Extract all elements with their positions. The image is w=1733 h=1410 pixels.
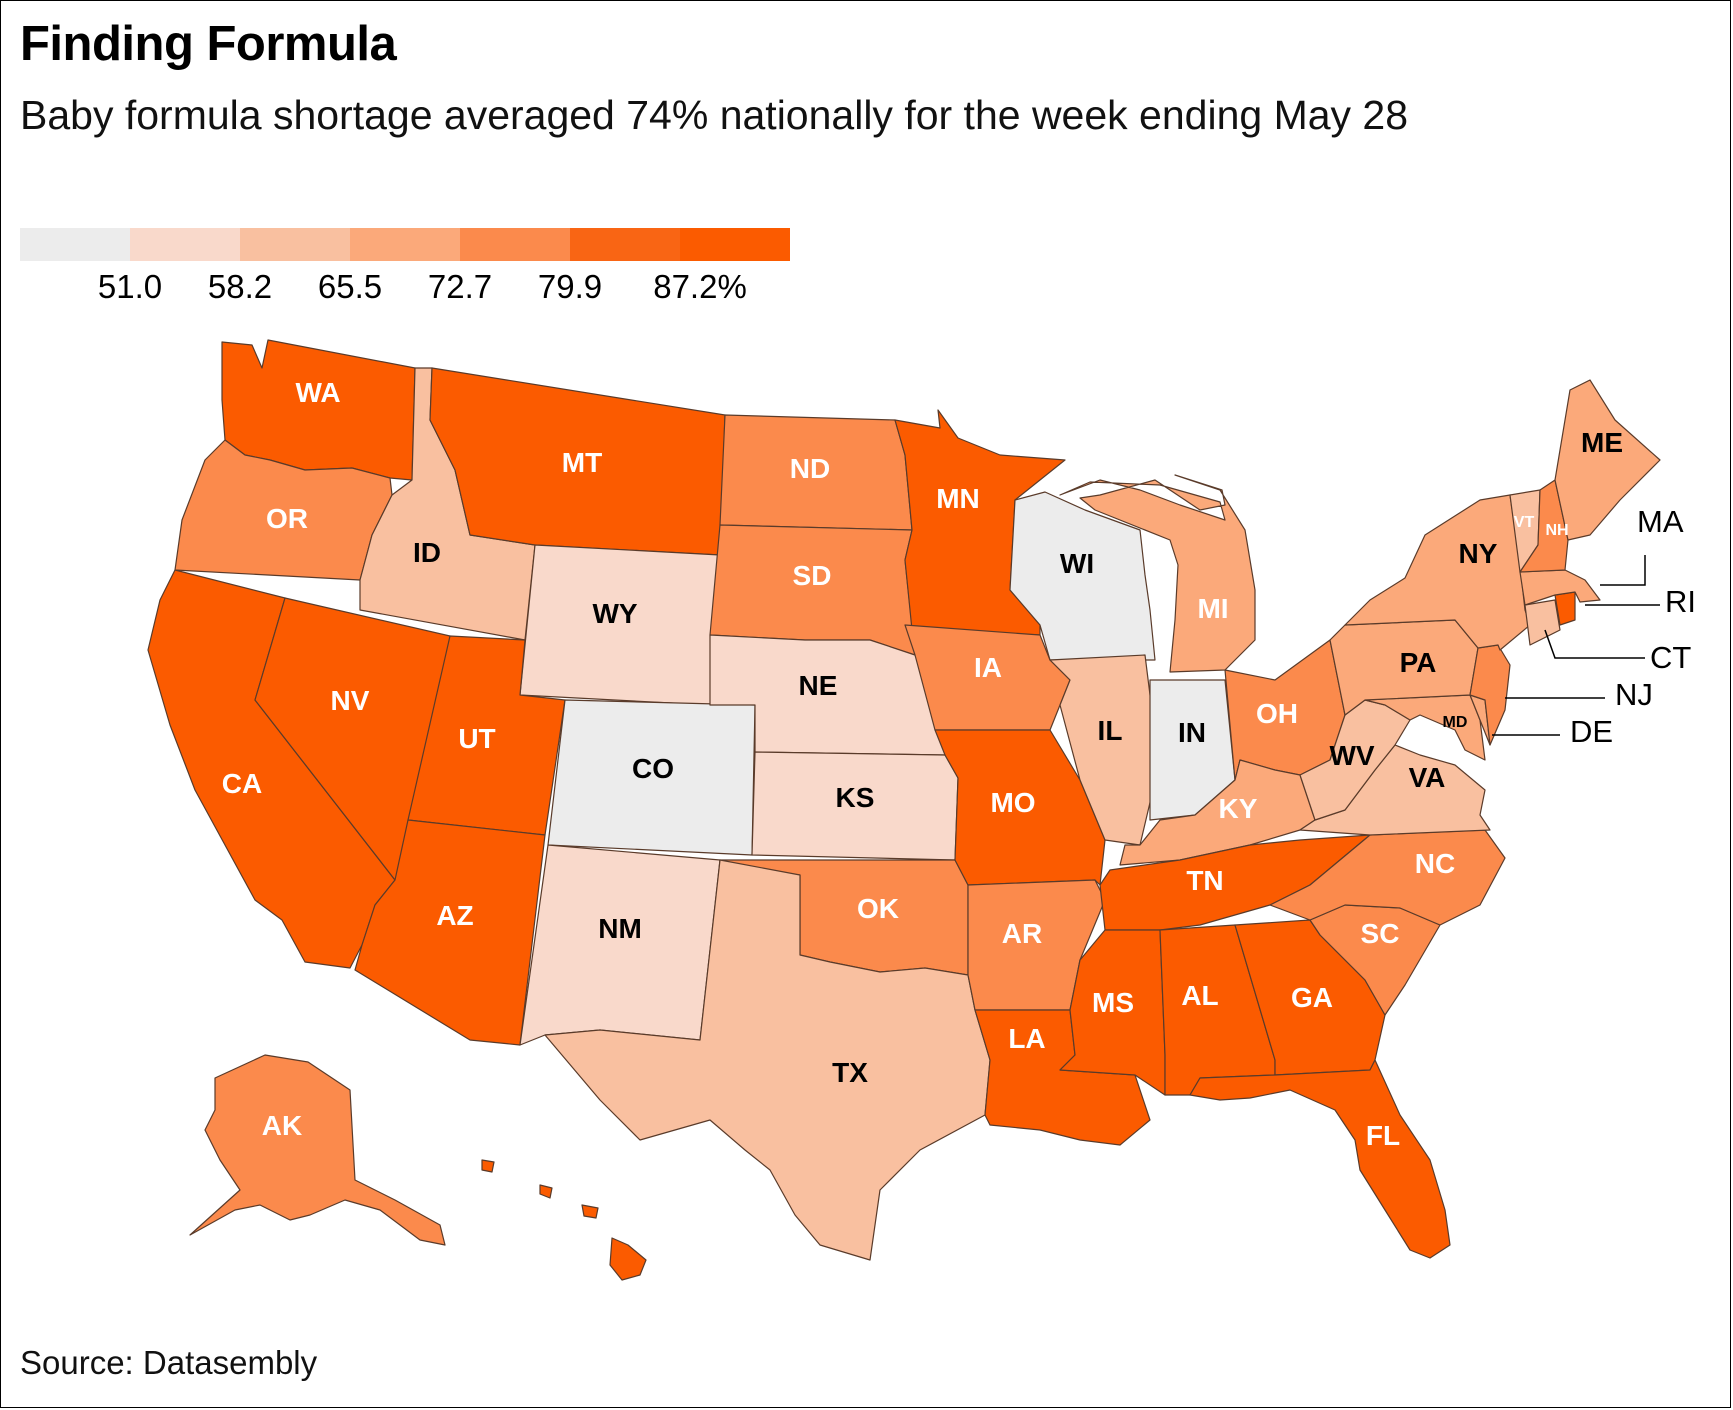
- legend-label-4: 79.9: [537, 268, 603, 305]
- state-label-RI: RI: [1665, 584, 1696, 619]
- state-label-WY: WY: [592, 598, 637, 629]
- state-label-GA: GA: [1291, 982, 1333, 1013]
- state-label-CT: CT: [1650, 640, 1691, 675]
- state-WI: [1009, 491, 1156, 661]
- state-label-PA: PA: [1400, 647, 1437, 678]
- state-label-AZ: AZ: [436, 900, 473, 931]
- state-label-NJ: NJ: [1615, 677, 1653, 712]
- state-label-IA: IA: [974, 652, 1002, 683]
- state-label-OR: OR: [266, 503, 308, 534]
- state-label-WI: WI: [1060, 548, 1094, 579]
- legend-swatch-2: [240, 228, 350, 261]
- color-legend: [20, 228, 790, 261]
- leader-MA: [1600, 555, 1646, 586]
- state-label-MT: MT: [562, 447, 602, 478]
- state-label-FL: FL: [1366, 1120, 1400, 1151]
- legend-label-2: 65.5: [317, 268, 383, 305]
- state-label-MA: MA: [1637, 504, 1684, 539]
- state-label-VA: VA: [1409, 762, 1446, 793]
- state-label-NC: NC: [1415, 848, 1455, 879]
- state-label-ME: ME: [1581, 427, 1623, 458]
- legend-swatch-4: [460, 228, 570, 261]
- state-label-ND: ND: [790, 453, 830, 484]
- state-label-AK: AK: [262, 1110, 302, 1141]
- state-TX: [544, 859, 991, 1261]
- legend-swatch-6: [680, 228, 790, 261]
- state-CT: [1524, 599, 1561, 646]
- state-label-DE: DE: [1570, 714, 1613, 749]
- state-label-SD: SD: [793, 560, 832, 591]
- state-label-NH: NH: [1545, 522, 1568, 539]
- state-label-TN: TN: [1186, 865, 1223, 896]
- state-label-MD: MD: [1443, 714, 1468, 731]
- state-label-SC: SC: [1361, 918, 1400, 949]
- state-label-MO: MO: [990, 787, 1035, 818]
- state-label-AR: AR: [1002, 918, 1042, 949]
- legend-swatch-0: [20, 228, 130, 261]
- state-label-NM: NM: [598, 913, 642, 944]
- state-label-LA: LA: [1008, 1023, 1045, 1054]
- legend-label-1: 58.2: [207, 268, 273, 305]
- state-label-MS: MS: [1092, 987, 1134, 1018]
- state-label-CO: CO: [632, 753, 674, 784]
- state-ME: [1554, 379, 1661, 541]
- state-FL: [1189, 1059, 1451, 1259]
- state-label-MI: MI: [1197, 593, 1228, 624]
- state-label-KS: KS: [836, 782, 875, 813]
- state-label-NV: NV: [331, 685, 370, 716]
- state-MA: [1519, 569, 1601, 606]
- state-label-KY: KY: [1219, 793, 1258, 824]
- legend-swatch-5: [570, 228, 680, 261]
- state-label-IN: IN: [1178, 717, 1206, 748]
- state-label-WA: WA: [295, 377, 340, 408]
- state-label-VT: VT: [1514, 514, 1535, 531]
- state-HI: [481, 1159, 647, 1281]
- state-AZ: [354, 819, 546, 1046]
- state-AK: [189, 1054, 446, 1246]
- state-label-OH: OH: [1256, 698, 1298, 729]
- state-label-UT: UT: [458, 723, 495, 754]
- state-MI: [1059, 474, 1256, 673]
- state-label-NE: NE: [799, 670, 838, 701]
- state-label-MN: MN: [936, 483, 980, 514]
- state-IL: [1049, 654, 1161, 846]
- legend-label-5: 87.2%: [653, 268, 747, 305]
- chart-title: Finding Formula: [20, 17, 397, 71]
- state-label-IL: IL: [1098, 715, 1123, 746]
- state-label-NY: NY: [1459, 538, 1498, 569]
- state-label-WV: WV: [1329, 740, 1374, 771]
- state-label-OK: OK: [857, 893, 899, 924]
- state-label-ID: ID: [413, 537, 441, 568]
- legend-swatch-1: [130, 228, 240, 261]
- legend-label-0: 51.0: [97, 268, 163, 305]
- legend-label-3: 72.7: [427, 268, 493, 305]
- chart-subtitle: Baby formula shortage averaged 74% natio…: [20, 92, 1409, 138]
- source-note: Source: Datasembly: [20, 1344, 318, 1381]
- state-NC: [1269, 829, 1506, 926]
- state-label-TX: TX: [832, 1057, 868, 1088]
- state-label-AL: AL: [1181, 980, 1218, 1011]
- legend-swatch-3: [350, 228, 460, 261]
- leader-CT: [1544, 629, 1645, 659]
- state-label-CA: CA: [222, 768, 262, 799]
- state-NM: [519, 844, 721, 1046]
